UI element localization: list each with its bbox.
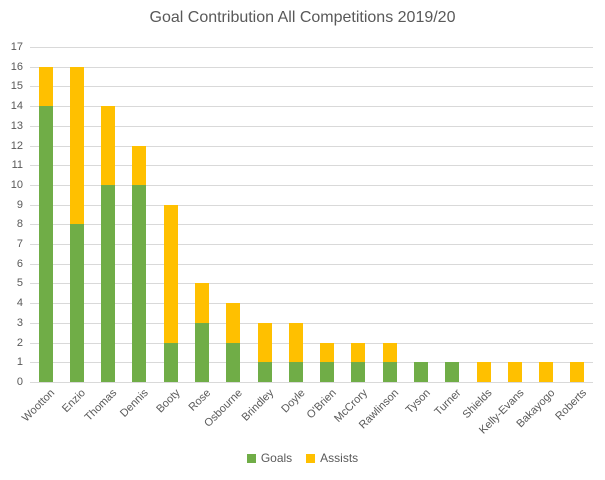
bar-goals-rawlinson: [382, 362, 397, 382]
bar-assists-enzio: [69, 66, 84, 225]
x-axis-label-dennis: Dennis: [118, 387, 151, 420]
bar-assists-dennis: [132, 145, 147, 185]
gridline: [30, 184, 593, 186]
gridline: [30, 263, 593, 265]
bar-goals-osbourne: [226, 342, 241, 382]
bar-assists-doyle: [288, 322, 303, 363]
y-axis-tick-label: 6: [16, 257, 23, 270]
gridline: [30, 204, 593, 206]
bar-assists-rawlinson: [382, 342, 397, 363]
bar-assists-brindley: [257, 322, 272, 363]
y-axis-tick-label: 4: [16, 297, 23, 310]
y-axis-tick-label: 10: [10, 178, 23, 191]
x-axis-label-turner: Turner: [432, 387, 464, 419]
x-axis-label-enzio: Enzio: [60, 387, 89, 415]
x-axis-label-roberts: Roberts: [553, 387, 589, 423]
gridline: [30, 322, 593, 324]
bar-goals-doyle: [288, 362, 303, 382]
legend-label-goals: Goals: [260, 451, 293, 465]
legend-swatch-goals: [246, 453, 256, 463]
y-axis-tick-label: 17: [10, 41, 23, 53]
legend: Goals Assists: [0, 451, 605, 465]
bar-assists-osbourne: [226, 303, 241, 343]
gridline: [30, 283, 593, 285]
bar-assists-mccrory: [351, 342, 366, 363]
y-axis-tick-label: 13: [10, 119, 23, 132]
y-axis-tick-label: 0: [16, 376, 23, 388]
y-axis-tick-label: 1: [16, 356, 23, 369]
x-axis-label-tyson: Tyson: [403, 387, 433, 417]
legend-item-assists: Assists: [306, 451, 358, 465]
gridline: [30, 145, 593, 147]
x-axis-label-brindley: Brindley: [239, 387, 277, 424]
bar-assists-kelly-evans: [507, 362, 522, 382]
y-axis-tick-label: 9: [16, 198, 23, 211]
bar-goals-wootton: [38, 106, 53, 382]
y-axis-tick-label: 14: [10, 100, 23, 113]
bar-goals-tyson: [413, 362, 428, 382]
bar-assists-o-brien: [320, 342, 335, 363]
bar-assists-booty: [163, 204, 178, 343]
gridline: [30, 362, 593, 364]
bar-assists-wootton: [38, 66, 53, 107]
bar-assists-rose: [195, 283, 210, 323]
bar-goals-o-brien: [320, 362, 335, 382]
legend-label-assists: Assists: [320, 451, 359, 465]
y-axis-tick-label: 11: [11, 159, 23, 172]
bar-assists-thomas: [101, 106, 116, 185]
legend-item-goals: Goals: [246, 451, 293, 465]
y-axis-tick-label: 8: [16, 218, 23, 231]
y-axis-tick-label: 5: [16, 277, 23, 290]
gridline: [30, 224, 593, 226]
legend-swatch-assists: [306, 453, 316, 463]
gridline: [30, 165, 593, 167]
bar-assists-bakayogo: [539, 362, 554, 382]
gridline: [30, 342, 593, 344]
gridline: [30, 382, 593, 383]
bar-goals-brindley: [257, 362, 272, 382]
y-axis-tick-label: 12: [10, 139, 23, 152]
x-axis-label-booty: Booty: [153, 387, 183, 416]
y-axis-tick-label: 3: [16, 316, 23, 329]
gridline: [30, 106, 593, 108]
bar-goals-rose: [195, 322, 210, 382]
bar-goals-thomas: [101, 184, 116, 382]
plot-area: [30, 47, 593, 383]
bar-goals-enzio: [69, 224, 84, 382]
bar-goals-booty: [163, 342, 178, 382]
y-axis-tick-label: 2: [16, 336, 23, 349]
x-axis-label-thomas: Thomas: [83, 387, 120, 424]
y-axis-tick-label: 16: [10, 60, 23, 73]
gridline: [30, 244, 593, 246]
x-axis-label-wootton: Wootton: [19, 387, 58, 425]
bar-assists-shields: [476, 362, 491, 382]
chart-title: Goal Contribution All Competitions 2019/…: [149, 9, 456, 26]
bar-goals-dennis: [132, 184, 147, 382]
bar-goals-turner: [445, 362, 460, 382]
bar-goals-mccrory: [351, 362, 366, 382]
gridline: [30, 47, 593, 48]
gridline: [30, 86, 593, 88]
x-axis-label-rose: Rose: [186, 387, 214, 414]
x-axis-label-doyle: Doyle: [278, 387, 308, 416]
gridline: [30, 66, 593, 68]
gridline: [30, 125, 593, 127]
gridline: [30, 303, 593, 305]
y-axis-tick-label: 15: [10, 80, 23, 93]
y-axis-tick-label: 7: [16, 238, 23, 251]
bar-assists-roberts: [570, 362, 585, 382]
